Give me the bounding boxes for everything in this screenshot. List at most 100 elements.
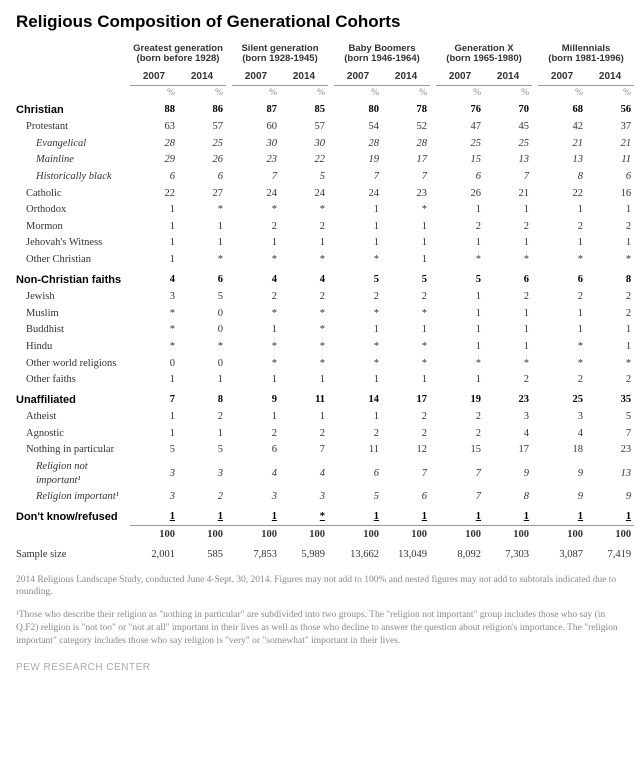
- data-cell: 60: [232, 118, 280, 135]
- data-cell: *: [232, 338, 280, 355]
- row-label: Agnostic: [16, 425, 130, 442]
- pct-symbol: %: [232, 85, 280, 101]
- data-cell: 87: [232, 101, 280, 118]
- data-cell: 0: [178, 305, 226, 322]
- data-cell: 1: [382, 322, 430, 339]
- data-cell: 1: [586, 509, 634, 526]
- data-cell: 63: [130, 118, 178, 135]
- sample-cell: 7,853: [232, 543, 280, 563]
- data-cell: 1: [130, 409, 178, 426]
- data-cell: 17: [382, 152, 430, 169]
- gen-header: Greatest generation(born before 1928): [130, 42, 226, 68]
- data-cell: 23: [586, 442, 634, 459]
- data-cell: 1: [436, 322, 484, 339]
- data-cell: 14: [334, 391, 382, 408]
- data-cell: 1: [586, 202, 634, 219]
- data-cell: 2: [280, 218, 328, 235]
- data-cell: 28: [334, 135, 382, 152]
- row-label: Hindu: [16, 338, 130, 355]
- data-cell: 1: [280, 409, 328, 426]
- data-cell: 1: [130, 372, 178, 389]
- data-cell: 2: [178, 489, 226, 506]
- data-cell: 2: [484, 218, 532, 235]
- data-cell: 4: [232, 271, 280, 288]
- data-cell: 7: [382, 168, 430, 185]
- data-cell: *: [436, 355, 484, 372]
- sample-cell: 8,092: [436, 543, 484, 563]
- data-cell: *: [232, 252, 280, 269]
- data-cell: 5: [436, 271, 484, 288]
- data-cell: 1: [178, 372, 226, 389]
- data-cell: 3: [178, 459, 226, 489]
- data-cell: 2: [382, 289, 430, 306]
- data-cell: 6: [484, 271, 532, 288]
- data-cell: 25: [484, 135, 532, 152]
- row-label: Mainline: [16, 152, 130, 169]
- data-cell: 1: [538, 235, 586, 252]
- data-cell: 76: [436, 101, 484, 118]
- data-cell: 9: [538, 459, 586, 489]
- data-cell: 24: [280, 185, 328, 202]
- data-cell: 9: [586, 489, 634, 506]
- row-label: Other faiths: [16, 372, 130, 389]
- data-cell: 7: [586, 425, 634, 442]
- data-cell: 1: [436, 305, 484, 322]
- year-header: 2007: [130, 68, 178, 85]
- row-label: Catholic: [16, 185, 130, 202]
- table-body: Christian88868785807876706856Protestant6…: [16, 101, 634, 563]
- data-cell: 2: [538, 372, 586, 389]
- data-cell: 17: [484, 442, 532, 459]
- row-label: Christian: [16, 101, 130, 118]
- data-cell: 28: [382, 135, 430, 152]
- total-label: [16, 526, 130, 544]
- data-cell: 1: [334, 409, 382, 426]
- data-cell: 1: [334, 509, 382, 526]
- data-cell: *: [382, 355, 430, 372]
- data-cell: 1: [178, 235, 226, 252]
- row-label: Jewish: [16, 289, 130, 306]
- data-cell: 9: [484, 459, 532, 489]
- data-cell: 21: [538, 135, 586, 152]
- year-header: 2007: [436, 68, 484, 85]
- data-cell: 16: [586, 185, 634, 202]
- data-cell: 1: [232, 409, 280, 426]
- data-cell: 7: [130, 391, 178, 408]
- data-cell: 1: [334, 322, 382, 339]
- row-label: Religion important¹: [16, 489, 130, 506]
- data-cell: 88: [130, 101, 178, 118]
- data-cell: 6: [178, 168, 226, 185]
- data-cell: 2: [232, 289, 280, 306]
- row-label: Orthodox: [16, 202, 130, 219]
- data-cell: 1: [436, 509, 484, 526]
- data-cell: 1: [586, 338, 634, 355]
- data-cell: 2: [586, 372, 634, 389]
- year-header: 2014: [280, 68, 328, 85]
- data-cell: 1: [484, 235, 532, 252]
- data-cell: 0: [178, 355, 226, 372]
- data-cell: 1: [280, 372, 328, 389]
- data-cell: 52: [382, 118, 430, 135]
- data-cell: 1: [382, 218, 430, 235]
- data-cell: 5: [130, 442, 178, 459]
- data-cell: 11: [334, 442, 382, 459]
- data-cell: 26: [436, 185, 484, 202]
- data-cell: 2: [436, 425, 484, 442]
- data-cell: 6: [178, 271, 226, 288]
- data-cell: 7: [280, 442, 328, 459]
- data-cell: 1: [334, 202, 382, 219]
- data-cell: 1: [130, 218, 178, 235]
- data-cell: 5: [586, 409, 634, 426]
- row-label: Don't know/refused: [16, 509, 130, 526]
- data-cell: 7: [334, 168, 382, 185]
- total-cell: 100: [436, 526, 484, 544]
- data-cell: 2: [586, 305, 634, 322]
- data-cell: 1: [538, 305, 586, 322]
- data-cell: *: [178, 252, 226, 269]
- data-cell: 6: [334, 459, 382, 489]
- data-cell: 1: [382, 372, 430, 389]
- data-cell: *: [232, 202, 280, 219]
- data-cell: 1: [130, 235, 178, 252]
- data-cell: 37: [586, 118, 634, 135]
- data-cell: 30: [280, 135, 328, 152]
- data-cell: 2: [232, 218, 280, 235]
